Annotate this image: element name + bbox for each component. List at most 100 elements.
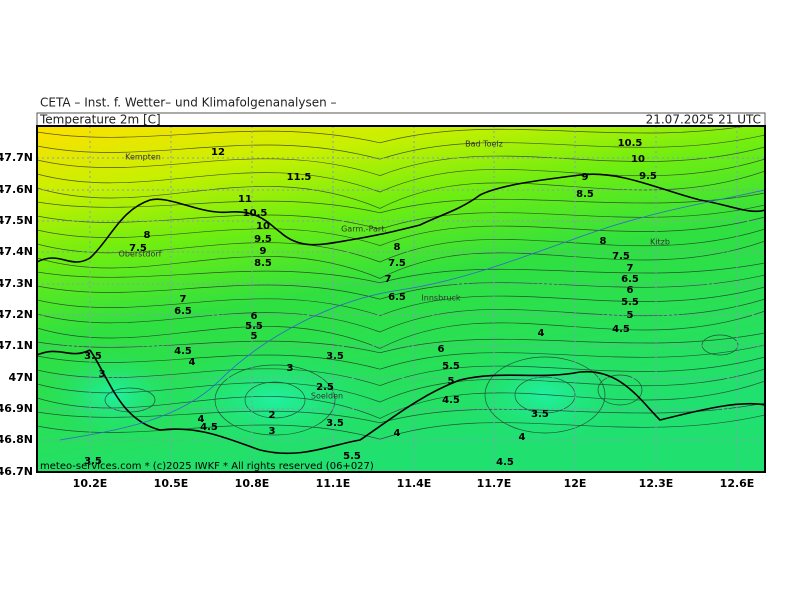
contour-label: 5 <box>627 310 634 321</box>
lon-label: 12.3E <box>639 477 674 490</box>
contour-label: 7.5 <box>612 251 630 262</box>
lat-label: 47.3N <box>0 277 33 290</box>
contour-label: 7 <box>180 294 187 305</box>
lon-label: 12E <box>564 477 587 490</box>
isotherm <box>37 286 765 316</box>
lat-label: 47.2N <box>0 308 33 321</box>
cold-area <box>45 350 185 440</box>
contour-label: 10 <box>631 154 645 165</box>
isotherm <box>37 134 765 160</box>
border <box>37 173 765 263</box>
isotherm <box>37 216 765 246</box>
isotherm <box>37 170 765 209</box>
lon-label: 10.2E <box>73 477 108 490</box>
isotherm <box>701 334 739 356</box>
contour-label: 5.5 <box>621 297 639 308</box>
contour-label: 5.5 <box>442 361 460 372</box>
isotherm <box>37 344 765 370</box>
isotherm <box>37 414 765 440</box>
contour-label: 4.5 <box>496 457 514 468</box>
isotherm <box>37 158 765 193</box>
lon-label: 10.5E <box>154 477 189 490</box>
lat-label: 47.5N <box>0 214 33 227</box>
isotherm <box>37 298 765 333</box>
isotherm <box>597 374 643 406</box>
place-label: Kempten <box>125 153 161 162</box>
contour-label: 11.5 <box>287 172 312 183</box>
contour-label: 4 <box>189 357 196 368</box>
contour-label: 7 <box>385 274 392 285</box>
contour-label: 4 <box>198 414 205 425</box>
contour-label: 10.5 <box>243 208 268 219</box>
contour-label: 4 <box>394 428 401 439</box>
contour-label: 7.5 <box>129 243 147 254</box>
field-title: Temperature 2m [C] <box>39 113 161 127</box>
contour-label: 8.5 <box>576 189 594 200</box>
contour-label: 3.5 <box>326 418 344 429</box>
contour-label: 2.5 <box>316 382 334 393</box>
contour-label: 9 <box>260 246 267 257</box>
contour-label: 8 <box>144 230 151 241</box>
footer: meteo-services.com * (c)2025 IWKF * All … <box>40 461 374 472</box>
isotherm <box>37 228 765 263</box>
contour-label: 5.5 <box>245 321 263 332</box>
contour-label: 4.5 <box>442 395 460 406</box>
lon-label: 11.7E <box>477 477 512 490</box>
contour-label: 3 <box>287 363 294 374</box>
cold-area <box>155 345 395 455</box>
lat-label: 46.7N <box>0 465 33 478</box>
axes: 47.7N47.6N47.5N47.4N47.3N47.2N47.1N47N46… <box>0 151 754 490</box>
contour-label: 8 <box>394 242 401 253</box>
lat-label: 47.6N <box>0 183 33 196</box>
valid-time: 21.07.2025 21 UTC <box>646 113 761 127</box>
contour-label: 6.5 <box>621 274 639 285</box>
contour-label: 3.5 <box>84 351 102 362</box>
place-label: Innsbruck <box>421 294 461 303</box>
contour-label: 4.5 <box>612 324 630 335</box>
isotherm <box>37 310 765 349</box>
river <box>59 189 765 441</box>
contour-label: 6 <box>251 311 258 322</box>
isotherm <box>244 381 306 419</box>
contour-label: 4.5 <box>200 422 218 433</box>
isotherm <box>37 332 765 354</box>
contour-label: 8.5 <box>254 258 272 269</box>
isotherm <box>37 356 765 386</box>
contour-label: 3.5 <box>84 456 102 467</box>
place-label: Kitzb <box>650 238 670 247</box>
contour-label: 4 <box>519 432 526 443</box>
isotherm <box>37 368 765 403</box>
contour-label: 5 <box>251 331 258 342</box>
contour-label: 4 <box>538 328 545 339</box>
contour-label: 3 <box>269 426 276 437</box>
isotherm <box>514 376 576 414</box>
contour-label: 4.5 <box>174 346 192 357</box>
contour-label: 3 <box>99 369 106 380</box>
contour-label: 6.5 <box>388 292 406 303</box>
contour-label: 12 <box>211 147 225 158</box>
lat-label: 47.4N <box>0 245 33 258</box>
contour-label: 7 <box>627 263 634 274</box>
lat-label: 47N <box>8 371 33 384</box>
contour-label: 2 <box>269 410 276 421</box>
lat-label: 46.9N <box>0 402 33 415</box>
place-label: Bad Toelz <box>465 140 503 149</box>
isotherm <box>37 274 765 300</box>
isotherm <box>37 146 765 176</box>
lat-label: 47.1N <box>0 339 33 352</box>
contour-label: 6 <box>627 285 634 296</box>
place-label: Garm.-Part. <box>341 225 387 234</box>
isotherm <box>37 262 765 284</box>
lon-label: 11.1E <box>316 477 351 490</box>
contour-label: 10.5 <box>618 138 643 149</box>
contour-label: 11 <box>238 194 252 205</box>
lon-label: 10.8E <box>235 477 270 490</box>
places: Kempten Bad Toelz Garm.-Part. Oberstdorf Inn… <box>119 140 670 401</box>
place-label: Oberstdorf <box>119 250 162 259</box>
contour-label: 6 <box>438 344 445 355</box>
contour-label: 9.5 <box>254 234 272 245</box>
contour-label: 5.5 <box>343 451 361 462</box>
graticule <box>37 126 765 472</box>
